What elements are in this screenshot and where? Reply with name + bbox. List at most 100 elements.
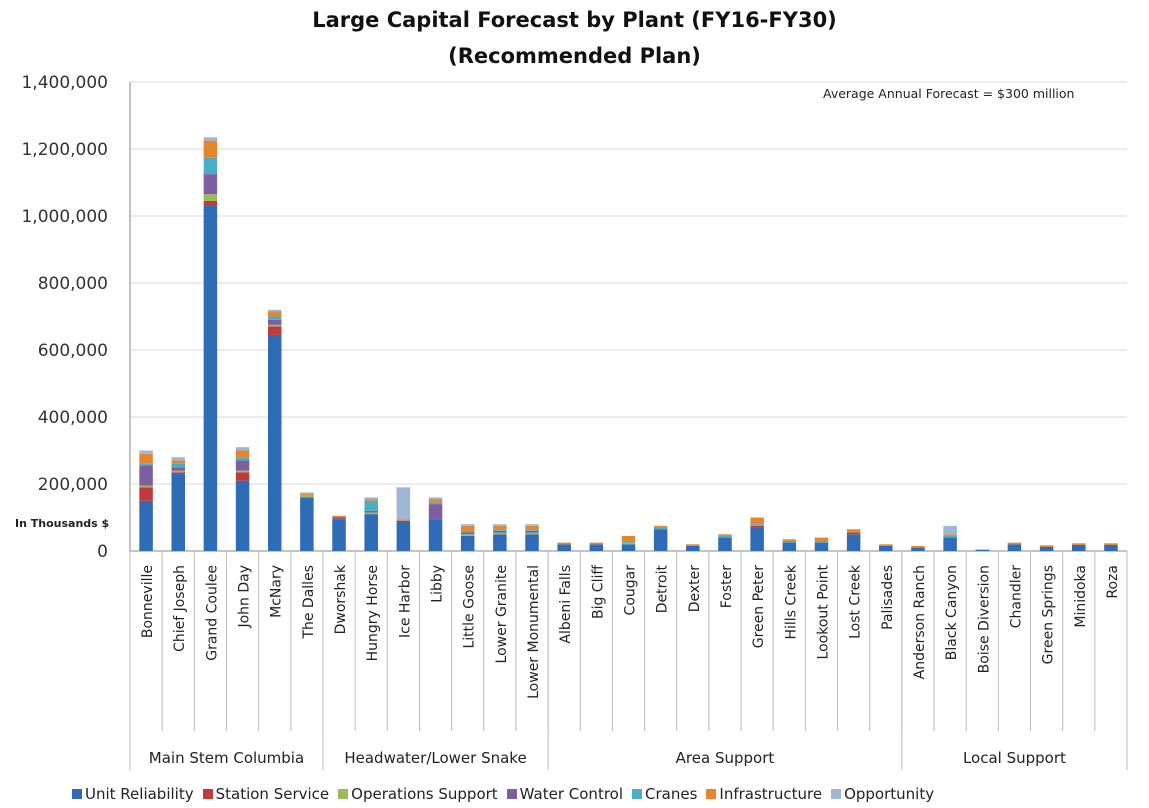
bar-segment-water-control xyxy=(428,504,443,520)
legend-swatch xyxy=(338,789,349,799)
y-tick-label: 1,200,000 xyxy=(21,140,108,160)
y-tick-label: 600,000 xyxy=(38,341,108,361)
bar-segment-infrastructure xyxy=(300,494,314,496)
bar-segment-water-control xyxy=(171,467,185,471)
x-tick-label: Green Springs xyxy=(1041,565,1057,664)
legend-label: Opportunity xyxy=(844,785,935,803)
legend-item: Opportunity xyxy=(831,785,934,803)
bar-segment-water-control xyxy=(493,530,507,533)
x-tick-label: Big Cliff xyxy=(590,565,606,619)
bar-segment-infrastructure xyxy=(911,545,925,548)
bar-segment-operations-support xyxy=(203,194,218,201)
x-tick-label: Grand Coulee xyxy=(204,565,220,661)
y-tick-label: 800,000 xyxy=(38,274,108,294)
legend-item: Operations Support xyxy=(338,785,498,803)
bar-segment-opportunity xyxy=(203,137,218,141)
x-tick-label: Lower Monumental xyxy=(526,565,542,699)
x-tick-label: Cougar xyxy=(623,565,639,616)
bar-segment-infrastructure xyxy=(428,499,443,503)
x-tick-label: Little Goose xyxy=(462,565,478,649)
legend-item: Station Service xyxy=(202,785,329,803)
legend-item: Water Control xyxy=(506,785,624,803)
bar-segment-infrastructure xyxy=(267,311,282,317)
bar-segment-unit-reliability xyxy=(782,542,797,551)
bar-segment-cranes xyxy=(750,524,764,526)
bar-segment-unit-reliability xyxy=(653,529,668,551)
bar-segment-unit-reliability xyxy=(364,514,378,551)
bar-segment-infrastructure xyxy=(364,499,378,501)
bar-segment-unit-reliability xyxy=(525,534,539,551)
bar-segment-opportunity xyxy=(300,492,314,495)
bar-segment-unit-reliability xyxy=(428,519,443,551)
x-tick-label: Lookout Point xyxy=(815,564,831,659)
y-tick-label: 0 xyxy=(97,542,108,562)
bar-segment-opportunity xyxy=(525,524,539,526)
bar-segment-infrastructure xyxy=(846,529,861,533)
bar-segment-unit-reliability xyxy=(943,537,957,551)
x-tick-label: Chief Joseph xyxy=(172,565,188,652)
bar-segment-opportunity xyxy=(171,457,185,461)
bar-segment-unit-reliability xyxy=(621,544,636,551)
legend-swatch xyxy=(202,789,213,799)
bar-segment-water-control xyxy=(267,319,282,325)
bar-segment-infrastructure xyxy=(203,140,218,158)
bar-segment-infrastructure xyxy=(332,515,346,518)
y-tick-label: 200,000 xyxy=(38,475,108,495)
bar-segment-infrastructure xyxy=(621,535,636,541)
group-label: Local Support xyxy=(963,749,1066,767)
plot-area: 0 200,000 400,000 600,000 800,000 1,000,000 1,… xyxy=(21,73,1128,770)
bar-segment-opportunity xyxy=(943,525,957,535)
legend-swatch xyxy=(706,789,717,799)
bar-segment-unit-reliability xyxy=(1007,544,1022,551)
bar-segment-operations-support xyxy=(300,495,314,498)
legend-label: Water Control xyxy=(519,785,624,803)
bar-segment-station-service xyxy=(750,525,764,528)
x-tick-label: Dworshak xyxy=(333,564,349,634)
bar-segment-unit-reliability xyxy=(846,534,861,551)
x-tick-label: Roza xyxy=(1105,565,1121,599)
bar-segment-unit-reliability xyxy=(975,549,990,551)
x-tick-label: Hills Creek xyxy=(783,564,799,639)
x-tick-label: John Day xyxy=(237,565,253,629)
x-tick-label: Boise Diversion xyxy=(976,565,992,673)
bar-segment-opportunity xyxy=(493,524,507,526)
legend-swatch xyxy=(632,789,643,799)
bar-segment-unit-reliability xyxy=(1104,544,1118,551)
bar-segment-infrastructure xyxy=(1072,543,1086,545)
bar-segment-cranes xyxy=(621,540,636,543)
x-tick-label: Minidoka xyxy=(1073,565,1089,628)
bar-segment-unit-reliability xyxy=(396,520,411,551)
bar-segment-infrastructure xyxy=(139,453,153,464)
bar-segment-infrastructure xyxy=(525,525,539,530)
x-tick-label: McNary xyxy=(269,565,285,618)
x-tick-label: Lost Creek xyxy=(848,564,864,639)
bar-segment-cranes xyxy=(525,529,539,531)
bar-segment-station-service xyxy=(139,487,153,501)
bar-segment-operations-support xyxy=(525,532,539,535)
bar-segment-station-service xyxy=(203,200,218,206)
bar-segment-infrastructure xyxy=(396,519,411,521)
bar-segment-infrastructure xyxy=(1104,543,1118,545)
x-tick-label: Palisades xyxy=(880,565,896,630)
bar-segment-unit-reliability xyxy=(557,544,571,551)
bar-segment-cranes xyxy=(943,535,957,538)
bar-segment-infrastructure xyxy=(879,544,893,546)
x-tick-label: Bonneville xyxy=(140,565,156,638)
bar-segment-unit-reliability xyxy=(1072,544,1086,551)
bar-segment-infrastructure xyxy=(557,542,571,545)
x-tick-label: Ice Harbor xyxy=(397,565,413,638)
bar-segment-infrastructure xyxy=(943,534,957,536)
bar-segment-operations-support xyxy=(267,324,282,327)
average-annual-forecast-note: Average Annual Forecast = $300 million xyxy=(823,86,1075,101)
bar-segment-unit-reliability xyxy=(235,480,250,551)
bar-segment-opportunity xyxy=(235,447,250,451)
bar-segment-water-control xyxy=(525,530,539,533)
x-tick-label: Anderson Ranch xyxy=(912,565,928,679)
bar-segment-infrastructure xyxy=(1007,542,1022,545)
bar-segment-infrastructure xyxy=(814,537,829,541)
bar-segment-infrastructure xyxy=(718,534,732,536)
x-tick-label: Detroit xyxy=(655,564,671,613)
bar-segment-opportunity xyxy=(460,524,475,526)
bar-segment-unit-reliability xyxy=(1039,546,1054,551)
bar-segment-cranes xyxy=(364,500,378,511)
